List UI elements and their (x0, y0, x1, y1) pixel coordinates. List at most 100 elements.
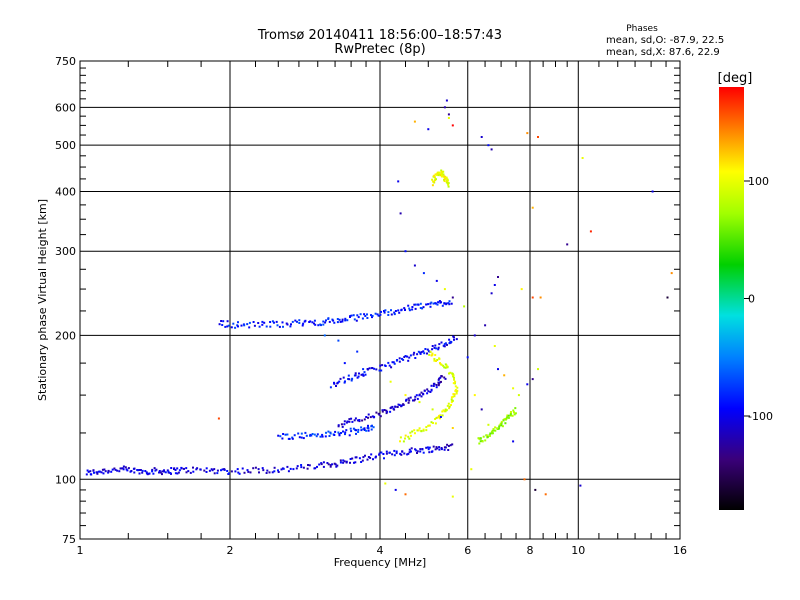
echo-point (531, 378, 534, 381)
echo-point (237, 321, 239, 324)
echo-point (221, 324, 224, 326)
echo-point (420, 391, 423, 394)
echo-point (534, 488, 537, 491)
echo-point (232, 322, 235, 325)
echo-point (277, 471, 280, 473)
echo-point (367, 429, 370, 432)
colorbar-tick-label: 0 (748, 293, 755, 306)
echo-point (93, 471, 95, 474)
echo-point (230, 470, 233, 473)
echo-point (286, 323, 289, 326)
stats-o-mode: mean, sd,O: -87.9, 22.5 (606, 35, 724, 46)
echo-point (440, 341, 443, 344)
echo-point (439, 376, 442, 379)
echo-point (419, 302, 422, 305)
echo-point (220, 320, 223, 322)
echo-point (451, 395, 454, 398)
echo-point (441, 414, 444, 417)
echo-point (287, 470, 290, 473)
echo-point (261, 467, 264, 470)
stats-x-mode: mean, sd,X: 87.6, 22.9 (606, 47, 720, 58)
echo-point (478, 442, 481, 445)
echo-point (414, 448, 417, 451)
echo-point (282, 467, 285, 470)
echo-point (353, 318, 356, 321)
echo-point (372, 458, 374, 461)
echo-point (463, 305, 466, 308)
echo-point (399, 436, 402, 439)
echo-point (269, 321, 272, 323)
echo-point (391, 361, 394, 364)
echo-point (363, 418, 366, 421)
echo-point (421, 307, 424, 310)
echo-point (366, 313, 368, 316)
echo-point (353, 419, 356, 422)
echo-point (367, 456, 370, 458)
echo-point (437, 348, 440, 351)
echo-point (294, 319, 297, 322)
echo-point (227, 324, 230, 327)
echo-point (403, 452, 406, 455)
echo-point (443, 448, 446, 451)
echo-point (187, 470, 190, 473)
echo-point (364, 454, 366, 457)
echo-point (429, 305, 432, 308)
echo-point (325, 431, 327, 434)
echo-point (397, 403, 400, 406)
echo-point (309, 320, 312, 323)
echo-point (431, 408, 434, 411)
echo-point (347, 378, 350, 380)
echo-point (369, 456, 372, 459)
echo-point (444, 410, 447, 413)
echo-point (434, 418, 437, 420)
echo-point (418, 427, 421, 430)
echo-point (243, 471, 246, 474)
echo-point (343, 423, 346, 426)
echo-point (513, 411, 515, 414)
echo-point (436, 303, 439, 306)
echo-point (252, 467, 255, 470)
echo-point (356, 419, 359, 422)
echo-point (379, 364, 382, 367)
echo-point (324, 321, 327, 324)
echo-point (337, 425, 340, 428)
echo-point (343, 362, 346, 365)
echo-point (344, 319, 347, 322)
echo-point (158, 471, 160, 474)
echo-point (103, 468, 106, 471)
echo-point (426, 388, 429, 391)
echo-point (435, 386, 438, 389)
echo-point (435, 302, 437, 305)
echo-point (354, 374, 357, 377)
echo-point (447, 117, 450, 119)
echo-point (399, 440, 401, 443)
echo-point (441, 173, 443, 176)
echo-point (404, 355, 407, 357)
echo-point (107, 471, 110, 474)
echo-point (436, 447, 439, 450)
echo-point (349, 427, 352, 430)
echo-point (358, 457, 361, 460)
echo-point (338, 380, 341, 383)
echo-point (500, 422, 503, 425)
echo-point (387, 314, 390, 316)
echo-point (493, 284, 496, 286)
echo-point (126, 469, 129, 472)
echo-point (313, 319, 316, 322)
echo-point (428, 451, 431, 454)
echo-point (400, 404, 403, 407)
echo-point (431, 184, 434, 187)
echo-point (432, 385, 435, 387)
echo-point (291, 437, 294, 440)
echo-point (435, 416, 438, 419)
echo-point (448, 300, 451, 303)
echo-point (432, 180, 435, 183)
echo-point (440, 448, 443, 451)
echo-point (354, 461, 357, 464)
echo-point (393, 313, 396, 316)
echo-point (403, 356, 406, 358)
echo-point (273, 321, 275, 324)
echo-point (456, 386, 459, 389)
echo-point (375, 368, 378, 371)
echo-point (448, 303, 451, 306)
